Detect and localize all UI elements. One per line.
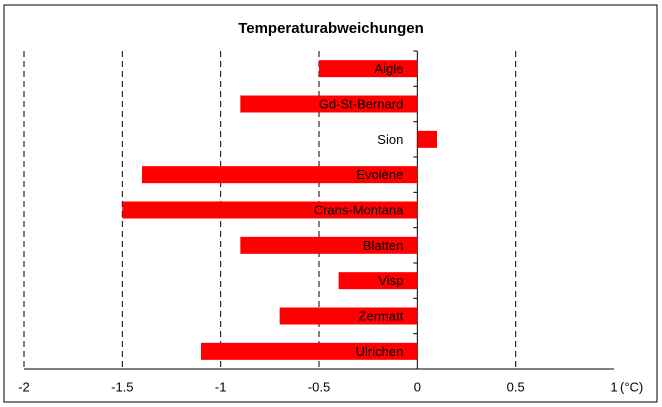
category-label: Sion — [377, 132, 403, 147]
bar — [201, 342, 418, 360]
category-label: Visp — [378, 273, 403, 288]
x-tick-label: 0 — [414, 379, 421, 394]
category-label: Aigle — [374, 61, 403, 76]
category-label: Evolène — [356, 167, 403, 182]
bar — [122, 201, 418, 219]
bar — [142, 166, 418, 184]
category-label: Zermatt — [359, 308, 404, 323]
bar — [240, 95, 418, 113]
bar — [338, 272, 418, 290]
x-tick-label: -0.5 — [308, 379, 330, 394]
bar — [279, 307, 418, 325]
x-tick-label: -1 — [215, 379, 227, 394]
chart-title: Temperaturabweichungen — [238, 20, 424, 37]
x-axis-label: (°C) — [620, 379, 643, 394]
category-label: Ulrichen — [356, 344, 404, 359]
bar — [417, 130, 437, 148]
category-label: Gd-St-Bernard — [319, 96, 404, 111]
x-tick-label: -1.5 — [111, 379, 133, 394]
bar — [240, 236, 418, 254]
bar — [319, 60, 418, 78]
x-tick-label: 0.5 — [507, 379, 525, 394]
x-tick-label: 1 — [610, 379, 617, 394]
category-label: Blatten — [363, 238, 403, 253]
category-label: Crans-Montana — [314, 202, 404, 217]
x-tick-label: -2 — [18, 379, 30, 394]
